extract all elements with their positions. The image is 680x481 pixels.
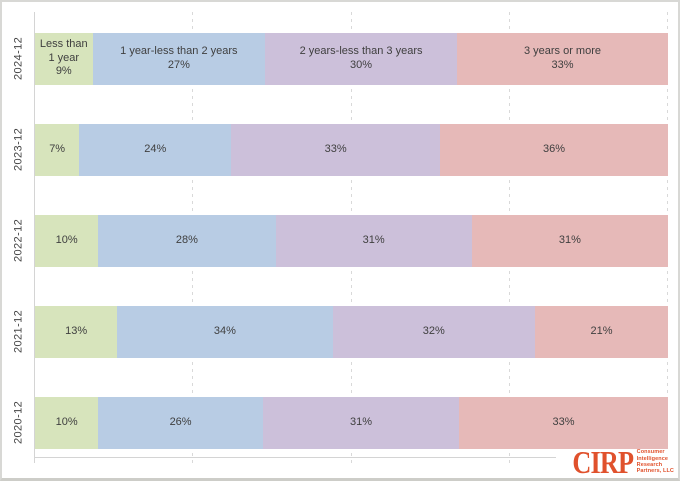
segment-value-label: 10% [55,233,78,246]
cirp-logo: CIRP Consumer Intelligence Research Part… [556,444,674,480]
bar-segment: 32% [332,305,536,358]
stacked-bar: 10% 26% 31% 33% [35,396,668,449]
segment-value-label: 33% [552,415,575,428]
bar-row-2023-12: 2023-12 7% 24% 33% 36% [2,104,668,195]
stacked-bar: 13% 34% 32% 21% [35,305,668,358]
bar-segment: 33% [231,123,441,176]
y-axis-label: 2022-12 [12,218,25,263]
segment-value-label: 32% [422,324,445,337]
y-axis-line [34,12,35,463]
segment-value-label: 7% [49,142,66,155]
y-axis-label: 2023-12 [12,127,25,172]
segment-value-label: 36% [543,142,566,155]
cirp-logo-subtext-line: Research [636,462,663,468]
bar-rows: 2024-12 Less than 1 year 9% 1 year-less tha… [2,13,668,468]
segment-value-label: 21% [590,324,613,337]
bar-row-2022-12: 2022-12 10% 28% 31% 31% [2,195,668,286]
bar-row-2021-12: 2021-12 13% 34% 32% 21% [2,286,668,377]
bar-segment: 2 years-less than 3 years 30% [265,32,457,85]
bar-segment: 21% [535,305,668,358]
bar-segment: 31% [262,396,460,449]
segment-value-label: 26% [169,415,192,428]
segment-value-label: 31% [362,233,385,246]
segment-series-name: 2 years-less than 3 years [299,45,423,57]
stacked-bar: 10% 28% 31% 31% [35,214,668,267]
bar-segment: 10% [35,214,99,267]
bar-segment: 3 years or more 33% [456,32,668,85]
bar-segment: 13% [35,305,118,358]
segment-series-name: 1 year-less than 2 years [120,45,238,57]
bar-segment: 7% [35,123,80,176]
segment-value-label: 24% [144,142,167,155]
bar-segment: 24% [79,123,232,176]
stacked-bar: 7% 24% 33% 36% [35,123,668,176]
bar-row-2024-12: 2024-12 Less than 1 year 9% 1 year-less tha… [2,13,668,104]
cirp-logo-subtext-line: Consumer [636,449,665,456]
segment-value-label: 31% [349,415,372,428]
bar-row-2020-12: 2020-12 10% 26% 31% 33% [2,377,668,468]
bar-segment: 34% [117,305,333,358]
bar-segment: 31% [275,214,472,267]
segment-series-name: Less than 1 year [39,38,88,64]
segment-value-label: 13% [65,324,88,337]
segment-value-label: 30% [350,58,373,71]
cirp-logo-subtext-line: Partners, LLC [636,468,674,475]
stacked-bar: Less than 1 year 9% 1 year-less than 2 yea… [35,32,668,85]
segment-value-label: 27% [167,58,190,71]
bar-segment: 28% [98,214,276,267]
bar-segment: 33% [459,396,668,449]
bar-segment: Less than 1 year 9% [35,32,93,85]
segment-value-label: 31% [558,233,581,246]
bar-segment: 10% [35,396,99,449]
segment-series-name: 3 years or more [523,45,601,57]
segment-value-label: 28% [175,233,198,246]
segment-value-label: 33% [551,58,574,71]
y-axis-label: 2021-12 [12,309,25,354]
segment-value-label: 34% [213,324,236,337]
bar-segment: 1 year-less than 2 years 27% [92,32,266,85]
bar-segment: 26% [98,396,263,449]
x-axis-line [34,457,667,458]
y-axis-label: 2020-12 [12,400,25,445]
bar-segment: 36% [440,123,668,176]
y-axis-label: 2024-12 [12,36,25,81]
cirp-logo-subtext: Consumer Intelligence Research Partners,… [637,449,674,475]
cirp-logo-subtext-line: Intelligence [636,455,669,462]
segment-value-label: 33% [324,142,347,155]
segment-value-label: 9% [55,65,72,78]
cirp-logo-text: CIRP [572,444,635,480]
bar-segment: 31% [471,214,668,267]
segment-value-label: 10% [55,415,78,428]
